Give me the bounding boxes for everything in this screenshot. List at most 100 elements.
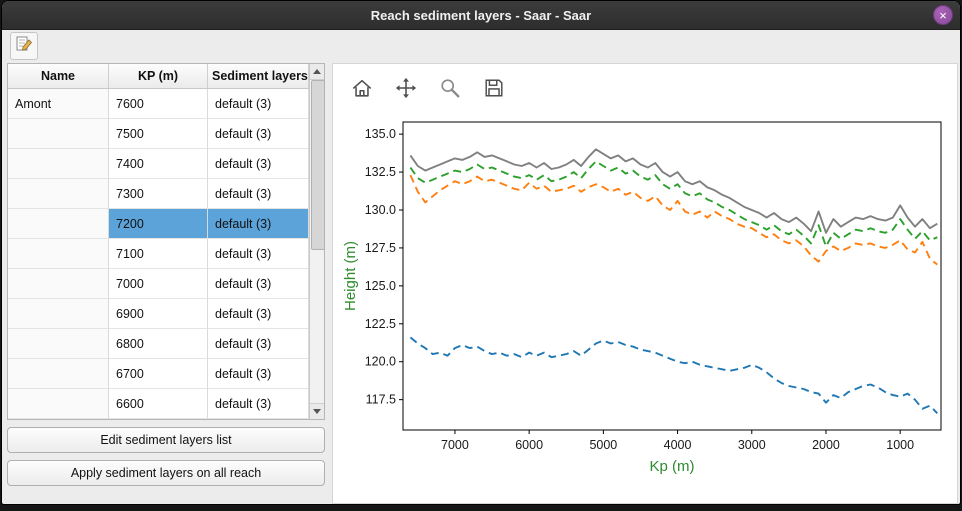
x-tick-label: 6000 [515,438,543,452]
table-row[interactable]: 7200 default (3) [8,209,310,239]
series-green-line [409,160,938,248]
table-cell: default (3) [208,239,310,269]
zoom-icon [439,77,461,102]
y-tick-label: 120.0 [365,355,396,369]
table-cell: default (3) [208,179,310,209]
table-cell: Amont [8,89,109,119]
table-row[interactable]: 7000 default (3) [8,269,310,299]
save-icon [483,77,505,102]
x-tick-label: 7000 [441,438,469,452]
edit-table-icon [15,35,33,58]
close-icon: × [939,8,947,23]
x-tick-label: 2000 [812,438,840,452]
table-cell [8,389,109,419]
plot-frame [402,121,942,431]
y-tick-label: 132.5 [365,165,396,179]
table-cell: default (3) [208,359,310,389]
left-panel: Name KP (m) Sediment layers Amont 7600 def… [7,63,326,486]
table-row[interactable]: 7400 default (3) [8,149,310,179]
table-cell: default (3) [208,149,310,179]
table-cell [8,209,109,239]
table-cell: default (3) [208,389,310,419]
pan-button[interactable] [391,74,421,104]
x-tick-label: 4000 [664,438,692,452]
table-cell: default (3) [208,329,310,359]
plot-toolbar [333,64,957,104]
table-cell: 6600 [109,389,208,419]
table-cell [8,179,109,209]
header-name[interactable]: Name [8,64,109,88]
titlebar: Reach sediment layers - Saar - Saar × [2,1,960,30]
header-layers[interactable]: Sediment layers [208,64,310,88]
table-body: Amont 7600 default (3) 7500 default (3) 7400 d… [8,89,310,419]
close-button[interactable]: × [933,5,953,25]
table-cell: 7200 [109,209,208,239]
scroll-up-button[interactable] [310,64,325,80]
table-row[interactable]: 6600 default (3) [8,389,310,419]
arrow-down-icon [313,409,322,414]
table-cell: default (3) [208,89,310,119]
main-toolbar [2,30,960,62]
table-row[interactable]: 6700 default (3) [8,359,310,389]
series-blue-line [409,336,938,414]
table-cell [8,359,109,389]
table-cell: 7300 [109,179,208,209]
table-cell [8,299,109,329]
y-tick-label: 125.0 [365,279,396,293]
y-tick-label: 117.5 [366,393,396,407]
arrow-up-icon [313,69,322,74]
table-cell: 7500 [109,119,208,149]
table-cell: 7100 [109,239,208,269]
table-cell [8,119,109,149]
table-header: Name KP (m) Sediment layers [8,64,310,89]
header-kp[interactable]: KP (m) [109,64,208,88]
save-button[interactable] [479,74,509,104]
x-tick-label: 3000 [738,438,766,452]
table-cell: 6700 [109,359,208,389]
table-cell [8,149,109,179]
series-gray-line [409,148,938,234]
table-row[interactable]: 7500 default (3) [8,119,310,149]
table-cell [8,269,109,299]
table-cell: default (3) [208,269,310,299]
pan-icon [395,77,417,102]
home-icon [351,77,373,102]
apply-sediment-layers-button[interactable]: Apply sediment layers on all reach [7,460,325,486]
table-row[interactable]: Amont 7600 default (3) [8,89,310,119]
table-row[interactable]: 6800 default (3) [8,329,310,359]
home-button[interactable] [347,74,377,104]
table-cell: default (3) [208,299,310,329]
table-cell [8,239,109,269]
y-tick-label: 127.5 [365,241,396,255]
table-row[interactable]: 7300 default (3) [8,179,310,209]
x-axis-label: Kp (m) [650,458,695,475]
vertical-scrollbar[interactable] [309,64,326,419]
scroll-thumb[interactable] [311,80,326,250]
y-axis-label: Height (m) [342,241,359,311]
table-cell: 7000 [109,269,208,299]
y-tick-label: 122.5 [365,317,396,331]
window-title: Reach sediment layers - Saar - Saar [370,7,592,23]
scroll-down-button[interactable] [310,403,325,419]
x-tick-label: 5000 [589,438,617,452]
table-row[interactable]: 6900 default (3) [8,299,310,329]
table-cell: default (3) [208,209,310,239]
edit-sediment-layers-button[interactable]: Edit sediment layers list [7,427,325,453]
table-cell: 6900 [109,299,208,329]
table-cell: default (3) [208,119,310,149]
zoom-button[interactable] [435,74,465,104]
table-cell: 7600 [109,89,208,119]
table-cell [8,329,109,359]
table-cell: 7400 [109,149,208,179]
edit-table-button[interactable] [10,32,38,60]
table-cell: 6800 [109,329,208,359]
sediment-table: Name KP (m) Sediment layers Amont 7600 def… [7,63,326,420]
chart-canvas[interactable]: 7000 6000 5000 4000 3000 2000 1000 135.0 132.5 13… [341,108,953,480]
y-tick-label: 135.0 [365,127,396,141]
table-row[interactable]: 7100 default (3) [8,239,310,269]
series-orange-line [409,174,938,266]
plot-panel: 7000 6000 5000 4000 3000 2000 1000 135.0 132.5 13… [332,63,958,504]
y-tick-label: 130.0 [365,203,396,217]
x-tick-label: 1000 [886,438,914,452]
